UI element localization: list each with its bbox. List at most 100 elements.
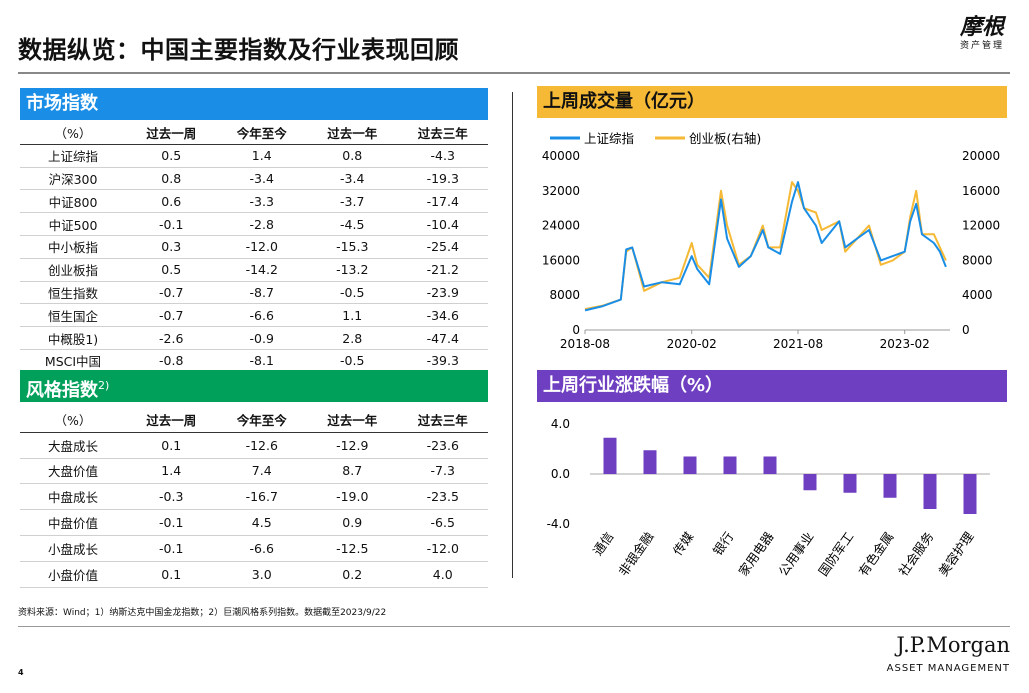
style-index-header: 风格指数2) (20, 370, 488, 402)
left-axis-tick-label: 0 (572, 323, 580, 337)
market-index-cell: -15.3 (307, 235, 398, 259)
market-index-row-label: 沪深300 (20, 167, 126, 191)
volume-title: 上周成交量（亿元） (543, 91, 705, 112)
page-number: 4 (18, 668, 24, 677)
x-axis-tick-label: 2018-08 (560, 337, 610, 351)
market-index-cell: -0.5 (307, 281, 398, 305)
footer-divider (18, 626, 1010, 627)
market-index-cell: -14.2 (216, 258, 307, 282)
right-axis-tick-label: 12000 (962, 219, 1000, 233)
left-axis-tick-label: 8000 (549, 288, 580, 302)
style-index-row-label: 小盘成长 (20, 535, 126, 562)
style-index-title: 风格指数 (26, 380, 98, 401)
market-index-cell: -23.9 (397, 281, 488, 305)
jpmorgan-logo-main: J.P.Morgan (896, 633, 1010, 657)
market-index-cell: -0.7 (126, 303, 217, 328)
style-index-column-header: 今年至今 (216, 407, 307, 433)
style-index-row: 小盘成长 -0.1 -6.6 -12.5 -12.0 (20, 535, 488, 562)
style-index-cell: -23.5 (397, 483, 488, 511)
brand-logo: 摩根 资产管理 (952, 14, 1012, 52)
style-index-row-label: 中盘价值 (20, 509, 126, 536)
right-axis-tick-label: 16000 (962, 184, 1000, 198)
market-index-cell: -13.2 (307, 258, 398, 282)
market-index-row-label: 上证综指 (20, 144, 126, 168)
chinext-volume-line (584, 181, 947, 311)
style-index-column-header: 过去一周 (126, 407, 217, 433)
title-divider (18, 72, 1010, 74)
market-index-row: 中小板指 0.3 -12.0 -15.3 -25.4 (20, 235, 488, 259)
y-axis-tick-label: 4.0 (551, 417, 570, 431)
sector-bar (763, 456, 777, 474)
market-index-cell: 0.3 (126, 235, 217, 259)
market-index-cell: 1.4 (216, 144, 307, 168)
market-index-cell: -3.4 (307, 167, 398, 191)
market-index-cell: 0.8 (126, 167, 217, 191)
sector-label: 社会服务 (895, 529, 936, 579)
market-index-column-header: 今年至今 (216, 122, 307, 145)
market-index-row-label: 恒生指数 (20, 281, 126, 305)
market-index-cell: -3.3 (216, 189, 307, 214)
jpmorgan-logo: J.P.Morgan ASSET MANAGEMENT (880, 632, 1010, 676)
y-axis-tick-label: 0.0 (551, 467, 570, 481)
style-index-column-header: 过去一年 (307, 407, 398, 433)
right-axis-tick-label: 4000 (962, 288, 993, 302)
style-index-row-label: 大盘成长 (20, 432, 126, 459)
market-index-cell: -4.3 (397, 144, 488, 168)
legend-label: 创业板(右轴) (689, 131, 761, 146)
market-index-cell: 0.5 (126, 144, 217, 168)
market-index-row: 恒生指数 -0.7 -8.7 -0.5 -23.9 (20, 281, 488, 305)
market-index-cell: 0.6 (126, 189, 217, 214)
market-index-cell: -3.4 (216, 167, 307, 191)
sector-bar (963, 474, 977, 514)
page-title: 数据纵览：中国主要指数及行业表现回顾 (18, 36, 459, 64)
market-index-row-label: 中小板指 (20, 235, 126, 259)
market-index-title: 市场指数 (26, 93, 98, 114)
style-index-row: 大盘价值 1.4 7.4 8.7 -7.3 (20, 458, 488, 485)
style-index-column-header: （%） (20, 407, 126, 433)
sector-header: 上周行业涨跌幅（%） (537, 370, 1007, 402)
right-axis-tick-label: 8000 (962, 253, 993, 267)
market-index-column-header: 过去一周 (126, 122, 217, 145)
market-index-cell: 2.8 (307, 326, 398, 350)
market-index-row-label: 中证500 (20, 212, 126, 236)
market-index-cell: -0.9 (216, 326, 307, 350)
legend-label: 上证综指 (584, 131, 634, 146)
style-index-row: 中盘成长 -0.3 -16.7 -19.0 -23.5 (20, 483, 488, 511)
style-index-header-row: （%） 过去一周 今年至今 过去一年 过去三年 (20, 407, 488, 433)
style-index-row-label: 大盘价值 (20, 458, 126, 485)
market-index-header: 市场指数 (20, 88, 488, 120)
sector-bar (603, 437, 617, 474)
style-index-cell: 4.5 (216, 509, 307, 536)
market-index-row: 恒生国企 -0.7 -6.6 1.1 -34.6 (20, 303, 488, 328)
market-index-row-label: 创业板指 (20, 258, 126, 282)
style-index-cell: -6.5 (397, 509, 488, 536)
market-index-cell: -2.8 (216, 212, 307, 236)
sector-label: 通信 (590, 529, 617, 558)
market-index-row-label: 恒生国企 (20, 303, 126, 328)
market-index-cell: -0.8 (126, 349, 217, 373)
x-axis-tick-label: 2021-08 (773, 337, 823, 351)
sector-label: 银行 (710, 529, 737, 558)
sector-bar (803, 474, 817, 491)
market-index-cell: 0.8 (307, 144, 398, 168)
sector-bar (843, 474, 857, 493)
market-index-cell: -3.7 (307, 189, 398, 214)
market-index-table: （%） 过去一周 今年至今 过去一年 过去三年 上证综指 0.5 1.4 0.8 -4.3 沪深30… (20, 122, 488, 373)
sector-label: 传媒 (670, 529, 697, 558)
market-index-cell: -4.5 (307, 212, 398, 236)
style-index-cell: -12.9 (307, 432, 398, 459)
right-axis-tick-label: 0 (962, 323, 970, 337)
style-index-cell: -16.7 (216, 483, 307, 511)
sector-label: 有色金属 (855, 529, 896, 579)
source-note: 资料来源：Wind；1）纳斯达克中国金龙指数；2）巨潮风格系列指数。数据截至20… (18, 608, 387, 618)
style-index-cell: -12.5 (307, 535, 398, 562)
sector-bar (723, 456, 737, 474)
market-index-cell: -25.4 (397, 235, 488, 259)
y-axis-tick-label: -4.0 (547, 517, 570, 531)
style-index-row-label: 中盘成长 (20, 483, 126, 511)
market-index-cell: -34.6 (397, 303, 488, 328)
volume-header: 上周成交量（亿元） (537, 86, 1007, 118)
market-index-row: 创业板指 0.5 -14.2 -13.2 -21.2 (20, 258, 488, 282)
style-index-cell: 0.1 (126, 561, 217, 588)
style-index-cell: -0.3 (126, 483, 217, 511)
